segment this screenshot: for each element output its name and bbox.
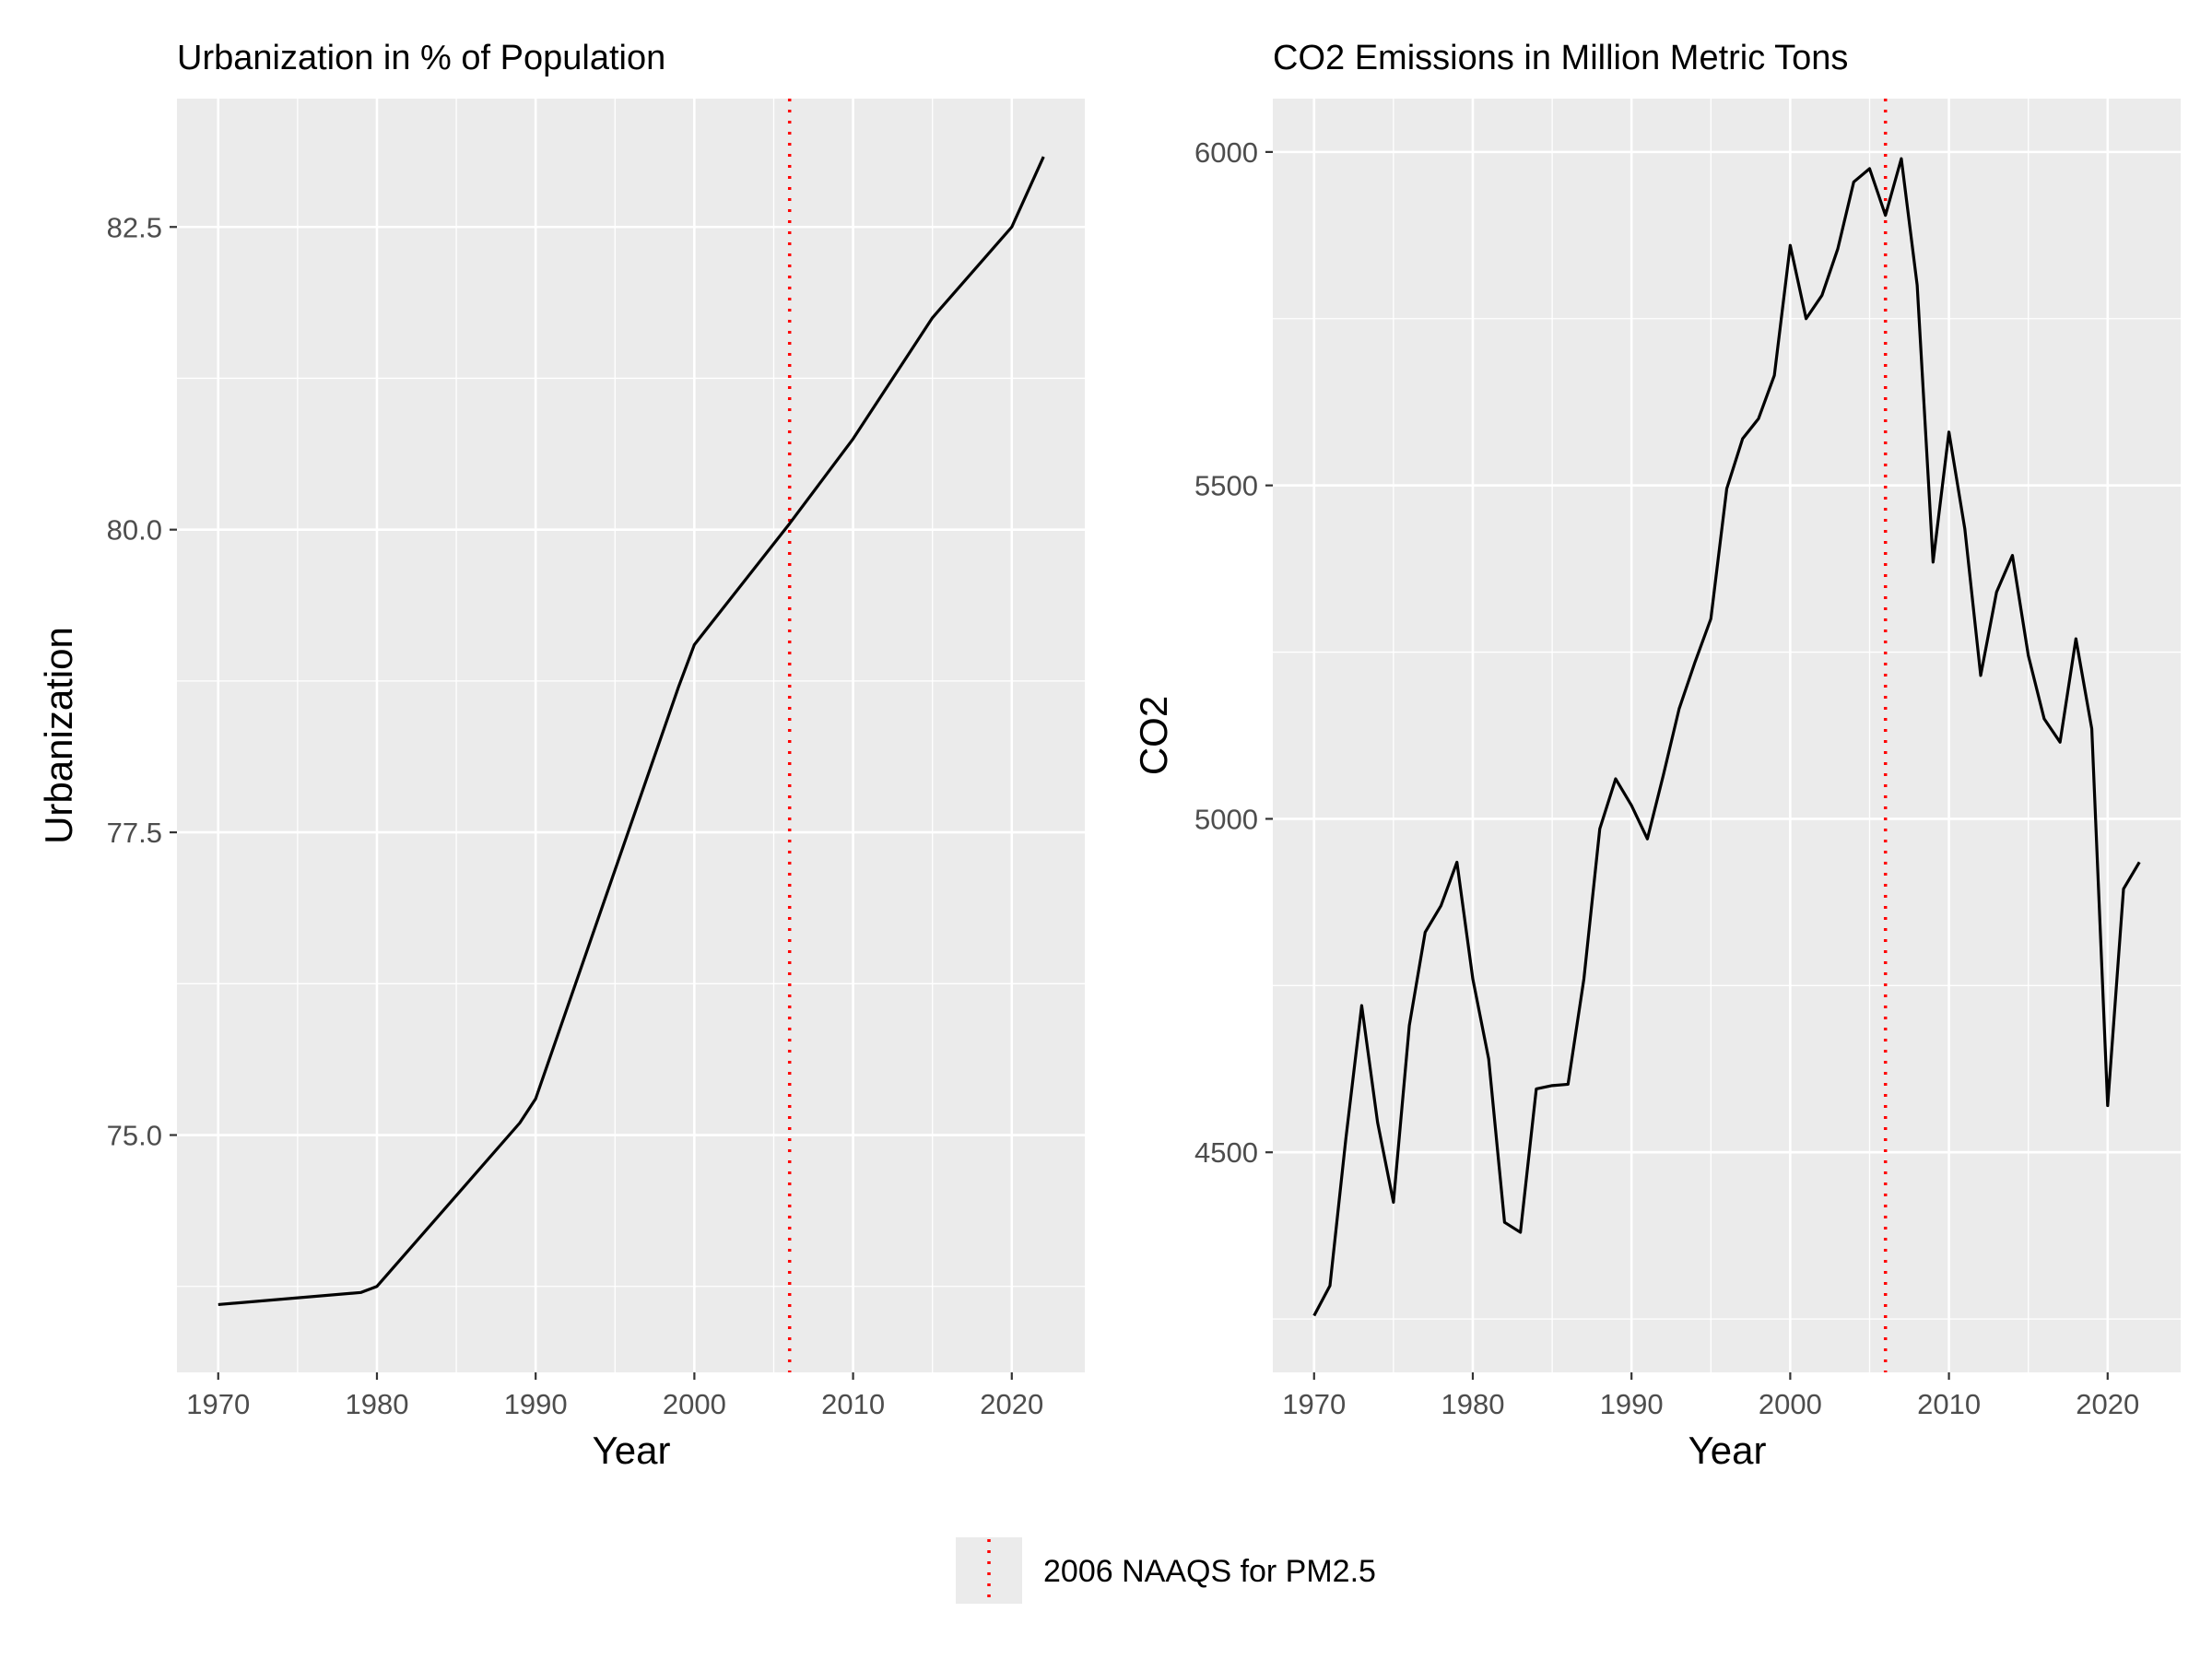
co2-x-tick-label: 1970: [1282, 1388, 1346, 1420]
urbanization-x-tick-label: 2000: [663, 1388, 726, 1420]
co2-plot-background: [1273, 99, 2181, 1372]
urbanization-y-tick-label: 77.5: [107, 817, 162, 849]
co2-x-axis-title: Year: [1688, 1429, 1767, 1472]
urbanization-x-tick-label: 2020: [980, 1388, 1043, 1420]
urbanization-x-tick-label: 2010: [821, 1388, 885, 1420]
co2-tick-labels: 1970 1980 1990 2000 2010 2020 4500 5000 5500 6000: [1194, 136, 2139, 1420]
urbanization-y-axis-title: Urbanization: [37, 627, 80, 844]
co2-series-line: [1312, 157, 2141, 1317]
legend-key-background: [956, 1537, 1022, 1604]
urbanization-grid: [177, 99, 1085, 1372]
urbanization-plot-background: [177, 99, 1085, 1372]
co2-x-tick-label: 1990: [1600, 1388, 1664, 1420]
urbanization-x-tick-label: 1990: [504, 1388, 568, 1420]
urbanization-series-line: [218, 156, 1045, 1307]
co2-series-group: [1312, 157, 2141, 1317]
co2-y-axis-title: CO2: [1132, 696, 1175, 775]
co2-panel-title: CO2 Emissions in Million Metric Tons: [1273, 39, 1848, 77]
co2-grid: [1273, 99, 2181, 1372]
urbanization-x-tick-label: 1980: [345, 1388, 408, 1420]
co2-x-tick-label: 2020: [2076, 1388, 2139, 1420]
co2-y-tick-label: 5500: [1194, 470, 1258, 502]
legend-label: 2006 NAAQS for PM2.5: [1043, 1554, 1376, 1589]
urbanization-x-tick-label: 1970: [186, 1388, 250, 1420]
legend: 2006 NAAQS for PM2.5: [956, 1537, 1376, 1604]
urbanization-panel-title: Urbanization in % of Population: [177, 39, 665, 77]
co2-panel: CO2 Emissions in Million Metric Tons 197…: [1132, 39, 2181, 1472]
urbanization-y-tick-label: 82.5: [107, 211, 162, 243]
co2-y-tick-label: 5000: [1194, 803, 1258, 835]
urbanization-series-group: [218, 156, 1045, 1307]
co2-x-tick-label: 2010: [1917, 1388, 1981, 1420]
co2-x-tick-label: 1980: [1441, 1388, 1504, 1420]
co2-y-tick-label: 6000: [1194, 136, 1258, 169]
urbanization-tick-labels: 1970 1980 1990 2000 2010 2020 75.0 77.5 80.0 82.5: [107, 211, 1044, 1420]
urbanization-y-tick-label: 75.0: [107, 1120, 162, 1152]
urbanization-y-tick-label: 80.0: [107, 514, 162, 547]
co2-x-tick-label: 2000: [1759, 1388, 1822, 1420]
co2-y-tick-label: 4500: [1194, 1136, 1258, 1169]
urbanization-x-axis-title: Year: [593, 1429, 671, 1472]
urbanization-panel: Urbanization in % of Population 1970 1980…: [37, 39, 1085, 1472]
